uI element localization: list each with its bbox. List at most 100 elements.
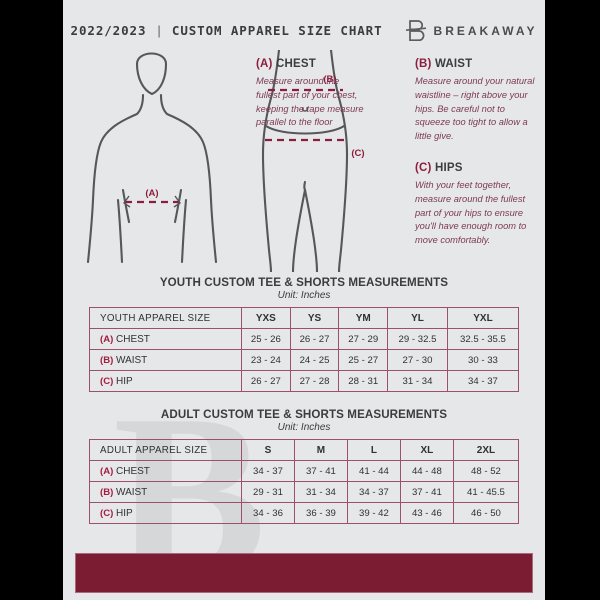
- youth-size-col-0: YXS: [241, 307, 291, 329]
- chest-marker-label: (A): [145, 188, 158, 199]
- waist-name: WAIST: [434, 58, 473, 70]
- youth-row-label-chest: (A) CHEST: [89, 328, 242, 350]
- adult-hip-name: HIP: [116, 507, 133, 519]
- adult-hip-tag: (C): [100, 507, 114, 519]
- table-row: (B) WAIST 23 - 24 24 - 25 25 - 27 27 - 3…: [89, 349, 520, 371]
- youth-waist-yl: 27 - 30: [387, 349, 448, 371]
- adult-hip-l: 39 - 42: [346, 502, 401, 524]
- adult-chest-2xl: 48 - 52: [452, 460, 520, 482]
- youth-size-table: YOUTH APPAREL SIZE YXS YS YM YL YXL (A) …: [89, 307, 520, 392]
- adult-hip-2xl: 46 - 50: [452, 502, 520, 524]
- youth-hip-tag: (C): [100, 375, 114, 387]
- youth-table-title: YOUTH CUSTOM TEE & SHORTS MEASUREMENTS: [159, 276, 449, 289]
- waist-heading: (B) WAIST: [415, 58, 535, 70]
- adult-header-row: ADULT APPAREL SIZE S M L XL 2XL: [89, 439, 520, 461]
- youth-size-col-3: YL: [387, 307, 448, 329]
- hips-heading: (C) HIPS: [415, 162, 537, 174]
- footer-band: [75, 553, 533, 593]
- table-row: (B) WAIST 29 - 31 31 - 34 34 - 37 37 - 4…: [89, 481, 520, 503]
- youth-hip-yxl: 34 - 37: [446, 370, 520, 392]
- chest-description: Measure around the fullest part of your …: [256, 76, 364, 128]
- hips-instruction-block: (C) HIPS With your feet together, measur…: [415, 162, 537, 248]
- adult-chest-m: 37 - 41: [293, 460, 348, 482]
- adult-chest-xl: 44 - 48: [399, 460, 454, 482]
- adult-row-label-waist: (B) WAIST: [89, 481, 242, 503]
- measurement-diagram: (A) (B) (C): [63, 50, 545, 272]
- youth-table-unit: Unit: Inches: [277, 290, 331, 301]
- breakaway-b-logo-icon: [405, 18, 427, 43]
- adult-row-label-hip: (C) HIP: [89, 502, 242, 524]
- adult-size-table: ADULT APPAREL SIZE S M L XL 2XL (A) CHES…: [89, 439, 520, 524]
- adult-section: ADULT CUSTOM TEE & SHORTS MEASUREMENTS U…: [89, 408, 520, 524]
- youth-waist-yxl: 30 - 33: [446, 349, 520, 371]
- chest-tag: (A): [256, 58, 273, 70]
- chest-name: CHEST: [275, 58, 316, 70]
- adult-chest-tag: (A): [100, 465, 114, 477]
- adult-chest-l: 41 - 44: [346, 460, 401, 482]
- youth-hip-yxs: 26 - 27: [241, 370, 291, 392]
- adult-waist-name: WAIST: [116, 486, 148, 498]
- youth-row-label-hip: (C) HIP: [89, 370, 242, 392]
- youth-waist-name: WAIST: [116, 354, 148, 366]
- adult-waist-xl: 37 - 41: [399, 481, 454, 503]
- youth-chest-yxs: 25 - 26: [241, 328, 291, 350]
- chest-instruction-block: (A) CHEST Measure around the fullest par…: [256, 58, 364, 130]
- adult-table-title: ADULT CUSTOM TEE & SHORTS MEASUREMENTS: [160, 408, 448, 421]
- hips-marker-label: (C): [351, 148, 364, 159]
- size-chart-page: B 2022/2023 | CUSTOM APPAREL SIZE CHART …: [63, 0, 545, 600]
- youth-waist-tag: (B): [100, 354, 114, 366]
- adult-waist-l: 34 - 37: [346, 481, 401, 503]
- waist-tag: (B): [415, 58, 432, 70]
- youth-waist-yxs: 23 - 24: [241, 349, 291, 371]
- adult-hip-xl: 43 - 46: [399, 502, 454, 524]
- season-label: 2022/2023: [70, 23, 147, 38]
- chest-heading: (A) CHEST: [256, 58, 364, 70]
- brand-logo: BREAKAWAY: [405, 18, 538, 43]
- adult-waist-m: 31 - 34: [293, 481, 348, 503]
- adult-chest-name: CHEST: [116, 465, 150, 477]
- hips-tag: (C): [415, 162, 432, 174]
- youth-chest-tag: (A): [100, 333, 114, 345]
- youth-chest-name: CHEST: [116, 333, 150, 345]
- youth-waist-ys: 24 - 25: [289, 349, 340, 371]
- youth-hip-ym: 28 - 31: [338, 370, 389, 392]
- adult-waist-2xl: 41 - 45.5: [452, 481, 520, 503]
- youth-chest-ym: 27 - 29: [338, 328, 389, 350]
- adult-hip-s: 34 - 36: [241, 502, 295, 524]
- youth-chest-yl: 29 - 32.5: [387, 328, 448, 350]
- youth-section: YOUTH CUSTOM TEE & SHORTS MEASUREMENTS U…: [89, 276, 520, 392]
- chest-measure-line: [123, 195, 181, 208]
- youth-hip-yl: 31 - 34: [387, 370, 448, 392]
- adult-size-col-0: S: [241, 439, 295, 461]
- waist-instruction-block: (B) WAIST Measure around your natural wa…: [415, 58, 535, 144]
- adult-size-col-2: L: [346, 439, 401, 461]
- youth-hip-ys: 27 - 28: [289, 370, 340, 392]
- table-row: (C) HIP 34 - 36 36 - 39 39 - 42 43 - 46 …: [89, 502, 520, 524]
- youth-size-col-1: YS: [289, 307, 340, 329]
- hips-name: HIPS: [434, 162, 463, 174]
- adult-size-header: ADULT APPAREL SIZE: [89, 439, 242, 461]
- youth-hip-name: HIP: [116, 375, 133, 387]
- hips-description: With your feet together, measure around …: [415, 180, 527, 245]
- adult-table-unit: Unit: Inches: [277, 422, 331, 433]
- adult-row-label-chest: (A) CHEST: [89, 460, 242, 482]
- adult-waist-tag: (B): [100, 486, 114, 498]
- youth-size-col-4: YXL: [446, 307, 520, 329]
- table-row: (A) CHEST 34 - 37 37 - 41 41 - 44 44 - 4…: [89, 460, 520, 482]
- waist-marker-label: (B): [323, 74, 336, 85]
- youth-waist-ym: 25 - 27: [338, 349, 389, 371]
- youth-header-row: YOUTH APPAREL SIZE YXS YS YM YL YXL: [89, 307, 520, 329]
- adult-size-col-3: XL: [399, 439, 454, 461]
- adult-size-col-1: M: [293, 439, 348, 461]
- page-title: CUSTOM APPAREL SIZE CHART: [171, 23, 383, 38]
- youth-chest-yxl: 32.5 - 35.5: [446, 328, 520, 350]
- waist-description: Measure around your natural waistline – …: [415, 76, 535, 141]
- body-figures-illustration: (A) (B) (C): [86, 50, 365, 272]
- adult-chest-s: 34 - 37: [241, 460, 295, 482]
- adult-size-col-4: 2XL: [452, 439, 520, 461]
- table-row: (A) CHEST 25 - 26 26 - 27 27 - 29 29 - 3…: [89, 328, 520, 350]
- page-header: 2022/2023 | CUSTOM APPAREL SIZE CHART BR…: [63, 18, 545, 43]
- adult-hip-m: 36 - 39: [293, 502, 348, 524]
- header-separator: |: [157, 23, 161, 38]
- table-row: (C) HIP 26 - 27 27 - 28 28 - 31 31 - 34 …: [89, 370, 520, 392]
